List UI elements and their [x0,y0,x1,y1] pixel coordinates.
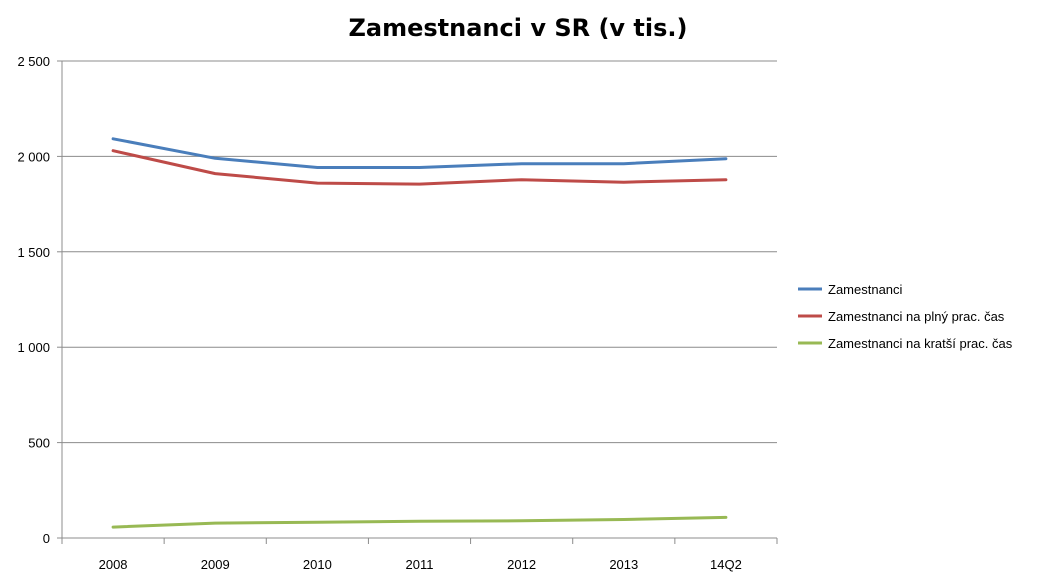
x-tick-label: 14Q2 [710,557,742,572]
data-point [724,516,727,519]
gridlines [62,60,777,444]
data-point [214,172,217,175]
axes [61,61,777,539]
data-point [316,521,319,524]
data-point [112,526,115,529]
series-lines [111,137,728,529]
data-point [112,137,115,140]
legend: Zamestnanci Zamestnanci na plný prac. čas… [798,282,1013,351]
x-tick-label: 2008 [99,557,128,572]
data-point [724,157,727,160]
x-tick-label: 2012 [507,557,536,572]
data-point [418,166,421,169]
series-line-3 [111,515,728,529]
series-line-1 [111,137,728,169]
y-tick-label: 2 500 [17,54,50,69]
data-point [316,182,319,185]
x-tick-label: 2013 [609,557,638,572]
data-point [724,178,727,181]
data-point [316,166,319,169]
data-point [418,520,421,523]
y-axis-ticks: 0 500 1 000 1 500 2 000 2 500 [17,54,62,546]
y-tick-label: 500 [28,436,50,451]
legend-label: Zamestnanci na plný prac. čas [828,309,1005,324]
y-tick-label: 2 000 [17,149,50,164]
x-tick-label: 2009 [201,557,230,572]
x-axis-ticks: 2008 2009 2010 2011 2012 2013 14Q2 [61,538,778,572]
legend-label: Zamestnanci na kratší prac. čas [828,336,1013,351]
chart-title: Zamestnanci v SR (v tis.) [349,14,688,42]
x-tick-label: 2010 [303,557,332,572]
x-tick-label: 2011 [406,557,434,572]
legend-label: Zamestnanci [828,282,903,297]
data-point [418,183,421,186]
data-point [622,518,625,521]
series-line-2 [111,149,728,186]
data-point [520,162,523,165]
data-point [622,181,625,184]
data-point [520,178,523,181]
data-point [214,522,217,525]
y-tick-label: 1 500 [17,245,50,260]
data-point [112,149,115,152]
data-point [214,157,217,160]
y-tick-label: 0 [43,531,50,546]
data-point [622,162,625,165]
data-point [520,519,523,522]
y-tick-label: 1 000 [17,340,50,355]
